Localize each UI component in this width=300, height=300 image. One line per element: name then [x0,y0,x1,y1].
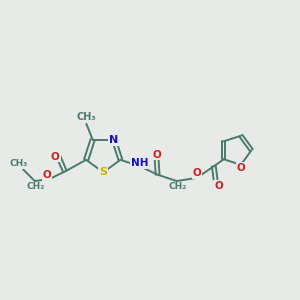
Text: O: O [51,152,60,162]
Text: O: O [236,163,245,173]
Text: NH: NH [131,158,148,168]
Text: O: O [214,181,223,191]
Text: CH₂: CH₂ [27,182,45,191]
Text: O: O [193,168,201,178]
Text: S: S [99,167,107,177]
Text: CH₃: CH₃ [10,159,28,168]
Text: O: O [43,170,51,180]
Text: N: N [109,135,119,145]
Text: CH₃: CH₃ [76,112,96,122]
Text: O: O [152,149,161,160]
Text: CH₂: CH₂ [169,182,187,191]
